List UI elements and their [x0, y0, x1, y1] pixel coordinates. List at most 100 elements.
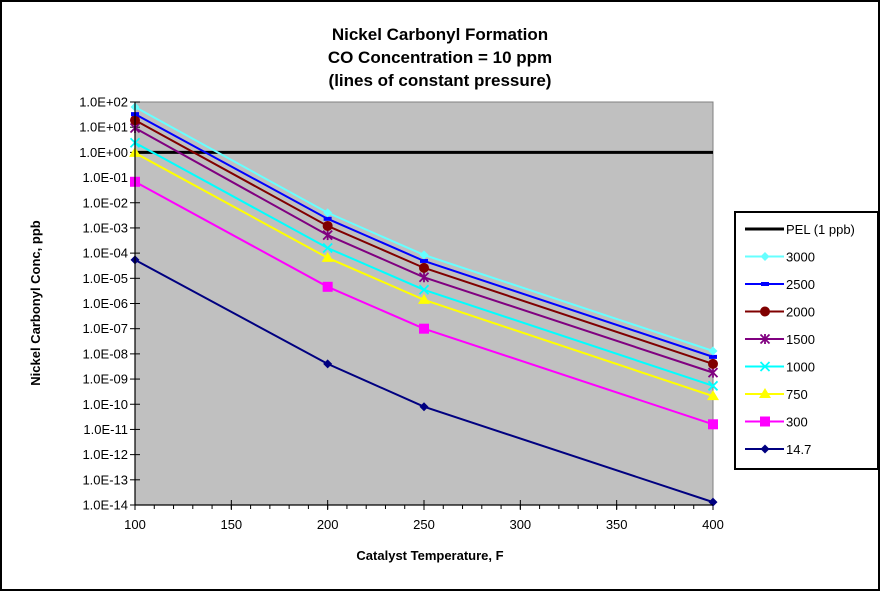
x-axis-ticks: 100 150 200 250 300 350 400 [124, 500, 724, 532]
series-14-7 [130, 255, 718, 507]
x-axis-label: Catalyst Temperature, F [356, 548, 503, 563]
y-tick-label: 1.0E+00 [79, 145, 128, 160]
y-tick-label: 1.0E-06 [82, 296, 128, 311]
series-2500-point [709, 354, 717, 359]
series-3000-point [419, 250, 429, 260]
legend-label: 1500 [786, 332, 815, 347]
y-axis-label: Nickel Carbonyl Conc, ppb [28, 220, 43, 385]
legend-swatch-marker [761, 282, 769, 286]
series-300-point [419, 323, 429, 334]
chart-title-line-2: CO Concentration = 10 ppm [328, 48, 552, 67]
legend-item: PEL (1 ppb) [745, 222, 855, 237]
series-2000 [130, 115, 718, 369]
legend-label: 2000 [786, 305, 815, 320]
legend-item: 300 [745, 415, 808, 430]
legend-label: 14.7 [786, 442, 811, 457]
series-2500-point [323, 216, 332, 221]
series-2000-point [708, 358, 718, 369]
series-layer [129, 102, 719, 507]
chart-title-line-3: (lines of constant pressure) [329, 71, 552, 90]
legend-item: 14.7 [745, 442, 811, 457]
y-tick-label: 1.0E-08 [82, 346, 128, 361]
series-14-7-point [708, 497, 718, 507]
y-tick-label: 1.0E-01 [82, 170, 128, 185]
series-1000-point [322, 242, 333, 254]
y-tick-label: 1.0E-14 [82, 498, 128, 513]
series-2000-line [134, 119, 714, 365]
legend-box [734, 211, 879, 470]
y-tick-label: 1.0E-13 [82, 472, 128, 487]
y-tick-label: 1.0E-02 [82, 195, 128, 210]
x-tick-label: 400 [702, 517, 724, 532]
y-tick-label: 1.0E+02 [79, 95, 128, 110]
chart-title: Nickel Carbonyl Formation CO Concentrati… [328, 25, 552, 90]
series-3000-point [708, 346, 718, 356]
series-1000-point [707, 380, 719, 391]
y-tick-label: 1.0E-10 [82, 397, 128, 412]
series-300-line [134, 180, 714, 426]
y-tick-label: 1.0E-11 [83, 422, 128, 437]
x-tick-label: 100 [124, 517, 146, 532]
x-tick-label: 200 [317, 517, 339, 532]
legend-item: 2500 [745, 277, 815, 292]
series-2000-point [322, 220, 333, 231]
y-tick-label: 1.0E-09 [82, 372, 128, 387]
x-tick-label: 150 [220, 517, 242, 532]
legend-swatch-marker [760, 252, 770, 261]
series-1500-point [418, 272, 430, 283]
series-1500-point [707, 367, 719, 378]
series-1000-point [418, 284, 430, 295]
series-1500-point [322, 229, 333, 241]
series-300-point [322, 281, 333, 292]
y-tick-label: 1.0E-05 [82, 271, 128, 286]
y-tick-label: 1.0E-03 [82, 220, 128, 235]
series-1500-line [134, 127, 714, 374]
legend-item: 3000 [745, 250, 815, 265]
series-1000-line [134, 141, 714, 387]
legend-item: 750 [745, 387, 808, 402]
marker-stroke [322, 242, 333, 254]
legend-item: 1000 [745, 360, 815, 375]
legend-item: 1500 [745, 332, 815, 347]
x-tick-label: 250 [413, 517, 435, 532]
series-750-point [321, 251, 334, 262]
marker-stroke [759, 361, 771, 372]
legend-item: 2000 [745, 305, 815, 320]
series-14-7-line [134, 258, 714, 504]
series-1000 [129, 137, 719, 391]
y-tick-label: 1.0E-07 [82, 321, 128, 336]
y-tick-label: 1.0E-12 [82, 447, 128, 462]
series-750-point [707, 390, 719, 401]
legend-swatch-marker [760, 306, 770, 317]
legend-label: PEL (1 ppb) [786, 222, 855, 237]
legend-label: 1000 [786, 360, 815, 375]
marker-stroke [418, 284, 430, 295]
series-2500-point [420, 258, 428, 263]
series-14-7-point [419, 402, 429, 412]
chart-title-line-1: Nickel Carbonyl Formation [332, 25, 548, 44]
x-tick-label: 350 [606, 517, 628, 532]
series-14-7-point [323, 359, 333, 369]
legend-swatch-marker [759, 333, 771, 345]
legend-label: 750 [786, 387, 808, 402]
series-2000-point [419, 262, 429, 273]
x-tick-label: 300 [509, 517, 531, 532]
legend-label: 2500 [786, 277, 815, 292]
legend-label: 300 [786, 415, 808, 430]
legend-swatch-marker [760, 444, 770, 454]
y-tick-label: 1.0E+01 [79, 120, 128, 135]
legend: PEL (1 ppb) 3000 2500 2000 1500 1000 750 300 14.… [734, 211, 879, 470]
series-300-point [708, 419, 718, 430]
legend-swatch-marker [760, 416, 770, 427]
series-3000-line [134, 106, 714, 352]
series-3000 [130, 102, 718, 356]
series-3000-point [323, 208, 333, 218]
series-750-line [134, 152, 714, 398]
series-750-point [418, 293, 430, 304]
y-axis-ticks: 1.0E+02 1.0E+01 1.0E+00 1.0E-01 1.0E-02 1.0E-… [79, 95, 140, 513]
y-tick-label: 1.0E-04 [82, 246, 128, 261]
marker-stroke [707, 380, 719, 391]
series-2500-line [134, 113, 714, 358]
legend-swatch-marker [759, 388, 771, 398]
